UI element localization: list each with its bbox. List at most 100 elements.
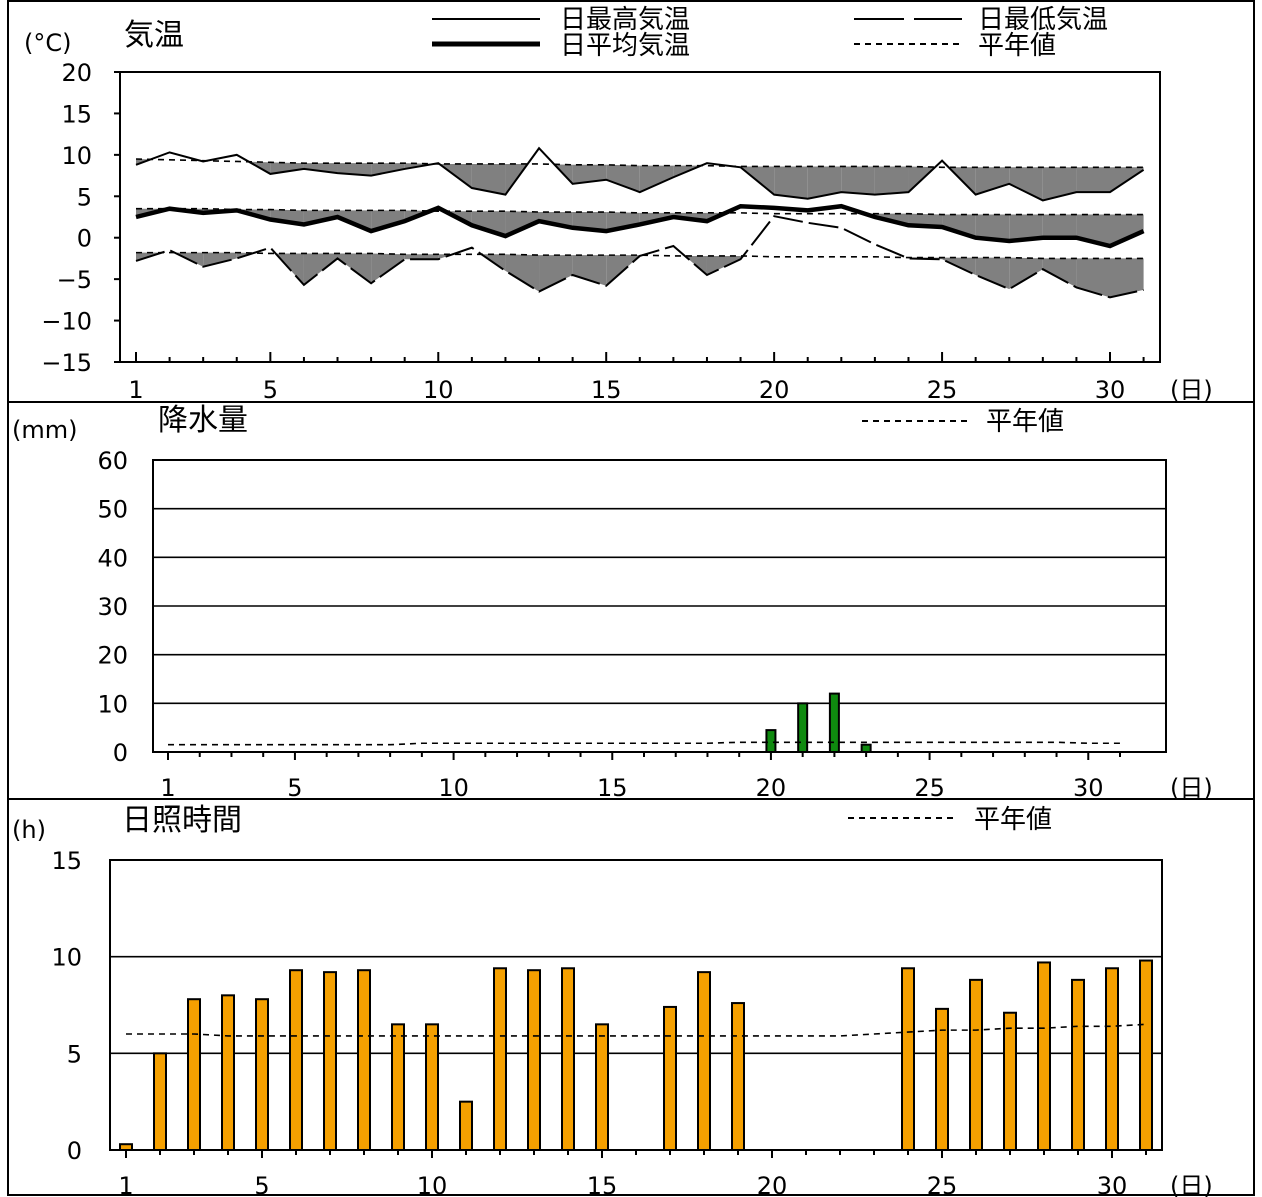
sunshine-bar (425, 1023, 439, 1152)
precipitation-y-tick-label: 40 (97, 544, 128, 572)
precipitation-x-tick-label: 1 (160, 774, 175, 802)
temperature-y-tick-label: 15 (61, 100, 92, 128)
sun-legend-normal-label: 平年値 (974, 805, 1052, 835)
max-temp-below-normal-fill (1009, 167, 1043, 201)
temperature-x-tick-label: 5 (263, 376, 278, 404)
sunshine-bar (459, 1100, 473, 1151)
min-temp-below-normal-fill (1110, 258, 1144, 298)
sunshine-y-tick-label: 5 (67, 1040, 82, 1068)
mean-temp-below-normal-fill (505, 211, 540, 237)
max-temp-below-normal-fill (774, 166, 808, 199)
min-temp-below-normal-fill (1009, 257, 1043, 290)
sunshine-title: 日照時間 (122, 803, 242, 838)
temperature-unit: (°C) (24, 29, 71, 57)
temperature-x-tick-label: 30 (1095, 376, 1126, 404)
sunshine-bar (255, 998, 269, 1152)
legend-mean-label: 日平均気温 (560, 31, 690, 61)
legend-min-label: 日最低気温 (978, 5, 1108, 35)
precipitation-unit: (mm) (12, 416, 77, 444)
temperature-y-tick-label: −10 (41, 308, 92, 336)
sunshine-bar (289, 969, 303, 1152)
min-temp-below-normal-fill (539, 255, 573, 292)
mean-temp-below-normal-fill (371, 210, 405, 232)
temperature-y-tick-label: −5 (57, 266, 92, 294)
min-temp-below-normal-fill (684, 255, 707, 275)
min-temp-below-normal-fill (1042, 258, 1077, 288)
max-temp-below-normal-fill (371, 163, 405, 176)
sunshine-bar (1139, 959, 1153, 1151)
max-temp-below-normal-fill (572, 164, 607, 184)
min-temp-below-normal-fill (371, 253, 405, 284)
sunshine-x-tick-label: 25 (927, 1172, 958, 1197)
sunshine-bar (697, 971, 711, 1152)
min-temp-below-normal-fill (572, 255, 607, 286)
max-temp-below-normal-fill (1076, 167, 1110, 193)
sunshine-normal-line (126, 1023, 1147, 1037)
min-temp-below-normal-fill (1076, 258, 1110, 298)
max-temp-below-normal-fill (639, 165, 674, 193)
precipitation-x-tick-label: 5 (287, 774, 302, 802)
sunshine-x-unit: (日) (1170, 1172, 1213, 1197)
max-temp-line (135, 146, 1145, 202)
mean-temp-below-normal-fill (1042, 214, 1077, 238)
sunshine-bar (663, 1005, 677, 1152)
precipitation-x-tick-label: 15 (597, 774, 628, 802)
temperature-chart: (°C) 気温 日最高気温 日最低気温 日平均気温 平年値 20151050−5… (24, 5, 1213, 404)
mean-temp-below-normal-fill (471, 211, 506, 237)
sunshine-bar (901, 967, 915, 1151)
temperature-y-tick-label: −15 (41, 349, 92, 377)
precipitation-y-tick-label: 0 (113, 739, 128, 767)
sunshine-bar (187, 998, 201, 1152)
precipitation-title: 降水量 (158, 403, 248, 438)
temperature-y-tick-label: 10 (61, 142, 92, 170)
max-temp-below-normal-fill (874, 166, 909, 195)
precipitation-bar (797, 702, 809, 753)
temperature-x-tick-label: 25 (927, 376, 958, 404)
temperature-title: 気温 (124, 18, 184, 53)
max-temp-below-normal-fill (807, 166, 842, 199)
sunshine-bar (357, 969, 371, 1152)
temperature-normal-line (136, 207, 1144, 216)
min-temp-below-normal-fill (404, 254, 439, 260)
precipitation-y-tick-label: 10 (97, 690, 128, 718)
sunshine-bar (1105, 967, 1119, 1151)
precipitation-panel-frame (7, 401, 1255, 800)
precipitation-y-tick-label: 50 (97, 496, 128, 524)
precipitation-y-tick-label: 60 (97, 447, 128, 475)
mean-temp-below-normal-fill (1009, 214, 1043, 242)
precipitation-x-tick-label: 25 (914, 774, 945, 802)
sunshine-x-tick-label: 20 (757, 1172, 788, 1197)
mean-temp-below-normal-fill (572, 212, 607, 232)
precipitation-x-tick-label: 30 (1073, 774, 1104, 802)
temperature-panel-frame (7, 0, 1255, 403)
mean-temp-below-normal-fill (942, 214, 976, 238)
sunshine-panel-frame (7, 798, 1255, 1196)
sunshine-bar (153, 1052, 167, 1152)
sunshine-y-tick-label: 15 (51, 847, 82, 875)
temperature-normal-line (135, 158, 1144, 169)
sunshine-bar (221, 994, 235, 1151)
precipitation-x-tick-label: 20 (756, 774, 787, 802)
sunshine-unit: (h) (12, 816, 46, 844)
sunshine-bar (391, 1023, 405, 1152)
sunshine-x-tick-label: 1 (118, 1172, 133, 1197)
sunshine-x-tick-label: 10 (417, 1172, 448, 1197)
min-temp-below-normal-fill (975, 257, 1010, 290)
temperature-x-tick-label: 20 (759, 376, 790, 404)
max-temp-below-normal-fill (303, 163, 338, 174)
temperature-y-tick-label: 20 (61, 59, 92, 87)
temperature-x-tick-label: 1 (128, 376, 143, 404)
sunshine-bar (323, 971, 337, 1152)
max-temp-below-normal-fill (270, 162, 304, 174)
mean-temp-below-normal-fill (606, 212, 640, 232)
mean-temp-below-normal-fill (270, 209, 304, 225)
sunshine-bar (561, 967, 575, 1151)
precipitation-x-unit: (日) (1170, 774, 1213, 802)
sunshine-bar (1037, 961, 1051, 1152)
sunshine-y-tick-label: 10 (51, 944, 82, 972)
max-temp-below-normal-fill (975, 167, 1010, 195)
mean-temp-below-normal-fill (975, 214, 1010, 242)
sunshine-x-tick-label: 15 (587, 1172, 618, 1197)
